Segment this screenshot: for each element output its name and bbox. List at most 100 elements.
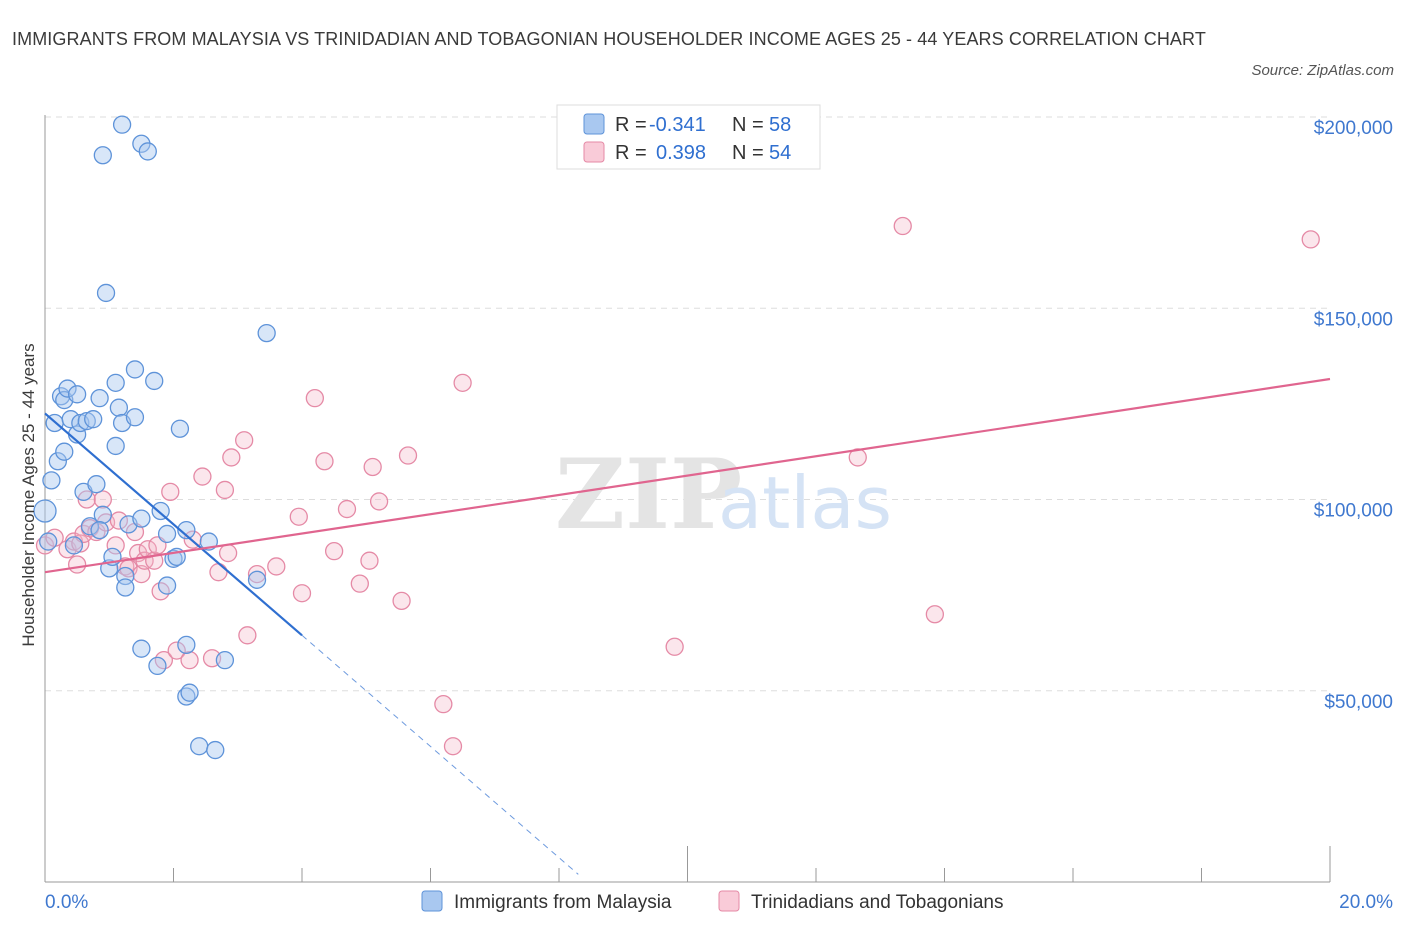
pink-point-53 (453, 373, 472, 392)
blue-point-22 (93, 505, 112, 524)
blue-point-19 (90, 388, 109, 408)
pink-point-56 (893, 216, 912, 236)
x-tick-label-min: 0.0% (45, 892, 88, 913)
bottom-legend-swatch-pink (718, 890, 740, 912)
pink-point-37 (247, 564, 267, 584)
pink-point-40 (292, 584, 312, 603)
pink-point-10 (93, 490, 112, 509)
blue-point-43 (157, 524, 177, 544)
y-tick-label-1: $100,000 (1314, 501, 1393, 522)
blue-point-48 (177, 520, 196, 540)
legend-n-value-blue: 58 (769, 114, 791, 136)
pink-point-29 (193, 467, 212, 486)
legend: R = -0.341 N = 58 R = 0.398 N = 54 (556, 104, 821, 170)
chart-title: IMMIGRANTS FROM MALAYSIA VS TRINIDADIAN … (12, 29, 1206, 49)
blue-point-35 (112, 115, 132, 134)
pink-point-44 (337, 499, 357, 519)
blue-point-7 (55, 442, 74, 461)
pink-point-48 (369, 492, 389, 511)
pink-point-49 (392, 591, 411, 611)
blue-point-2 (42, 471, 61, 490)
blue-point-40 (145, 371, 164, 391)
blue-point-52 (190, 737, 209, 756)
trend-line-malaysia-extension (301, 634, 579, 875)
pink-point-12 (106, 536, 125, 555)
pink-point-33 (218, 543, 238, 563)
blue-point-20 (93, 146, 112, 165)
trend-line-malaysia (44, 412, 303, 637)
bottom-legend-label-blue: Immigrants from Malaysia (454, 892, 672, 913)
pink-point-42 (315, 452, 334, 471)
pink-point-26 (167, 641, 186, 660)
pink-point-36 (238, 626, 257, 645)
pink-point-18 (132, 564, 151, 584)
legend-swatch-blue (583, 113, 605, 135)
pink-point-50 (398, 446, 418, 465)
pink-point-58 (1301, 230, 1320, 249)
pink-point-41 (305, 388, 325, 408)
blue-point-17 (84, 410, 103, 429)
legend-n-label-pink: N = (732, 142, 764, 164)
pink-point-43 (324, 541, 344, 561)
pink-point-51 (434, 694, 453, 714)
blue-point-37 (132, 639, 151, 658)
blue-point-23 (90, 520, 109, 540)
legend-r-value-pink: 0.398 (656, 142, 706, 164)
pink-point-14 (116, 557, 135, 576)
series-malaysia (33, 115, 276, 760)
series-trinidadians (35, 216, 1320, 756)
blue-point-42 (151, 501, 170, 521)
pink-point-57 (925, 605, 945, 624)
blue-point-9 (61, 410, 80, 429)
pink-point-31 (209, 563, 228, 582)
pink-point-47 (363, 457, 382, 477)
watermark-zip: ZIP (555, 438, 742, 551)
blue-point-8 (58, 379, 77, 398)
blue-point-16 (80, 517, 100, 536)
pink-point-54 (665, 637, 684, 656)
blue-point-55 (215, 651, 235, 670)
blue-point-49 (177, 635, 196, 654)
blue-point-44 (157, 576, 177, 595)
blue-point-21 (96, 283, 116, 303)
blue-point-56 (247, 570, 267, 589)
blue-point-1 (39, 532, 58, 551)
blue-point-51 (180, 683, 199, 702)
legend-r-label-pink: R = (615, 142, 647, 164)
trend-lines (44, 377, 1331, 875)
blue-point-18 (87, 475, 106, 494)
blue-point-34 (125, 360, 145, 379)
blue-point-47 (170, 419, 190, 438)
trend-line-trinidadians (44, 377, 1331, 574)
pink-point-4 (67, 555, 87, 574)
pink-point-52 (443, 737, 463, 756)
pink-point-35 (235, 431, 254, 450)
blue-point-27 (106, 373, 125, 392)
pink-point-38 (267, 557, 286, 576)
blue-point-28 (109, 398, 129, 417)
blue-point-0 (33, 499, 57, 523)
legend-n-label-blue: N = (732, 114, 764, 136)
blue-point-15 (77, 411, 96, 431)
y-axis-label: Householder Income Ages 25 - 44 years (19, 343, 38, 646)
x-tick-label-max: 20.0% (1339, 892, 1393, 913)
blue-point-38 (132, 509, 151, 528)
y-tick-labels: $50,000 $100,000 $150,000 $200,000 (1314, 118, 1393, 713)
blue-point-11 (67, 385, 87, 404)
pink-point-25 (161, 482, 180, 502)
grid (45, 116, 1330, 692)
bottom-legend-label-pink: Trinidadians and Tobagonians (751, 892, 1003, 913)
blue-point-57 (257, 323, 276, 343)
pink-point-5 (71, 534, 90, 553)
blue-point-54 (206, 740, 225, 760)
source-label: Source: ZipAtlas.com (1251, 62, 1394, 79)
blue-point-31 (116, 578, 135, 597)
axes (44, 115, 1331, 883)
y-tick-label-3: $200,000 (1314, 118, 1393, 139)
pink-point-32 (215, 480, 235, 500)
pink-point-39 (289, 507, 308, 526)
y-tick-label-0: $50,000 (1324, 692, 1393, 713)
legend-r-value-blue: -0.341 (649, 114, 706, 136)
pink-point-27 (180, 651, 199, 670)
